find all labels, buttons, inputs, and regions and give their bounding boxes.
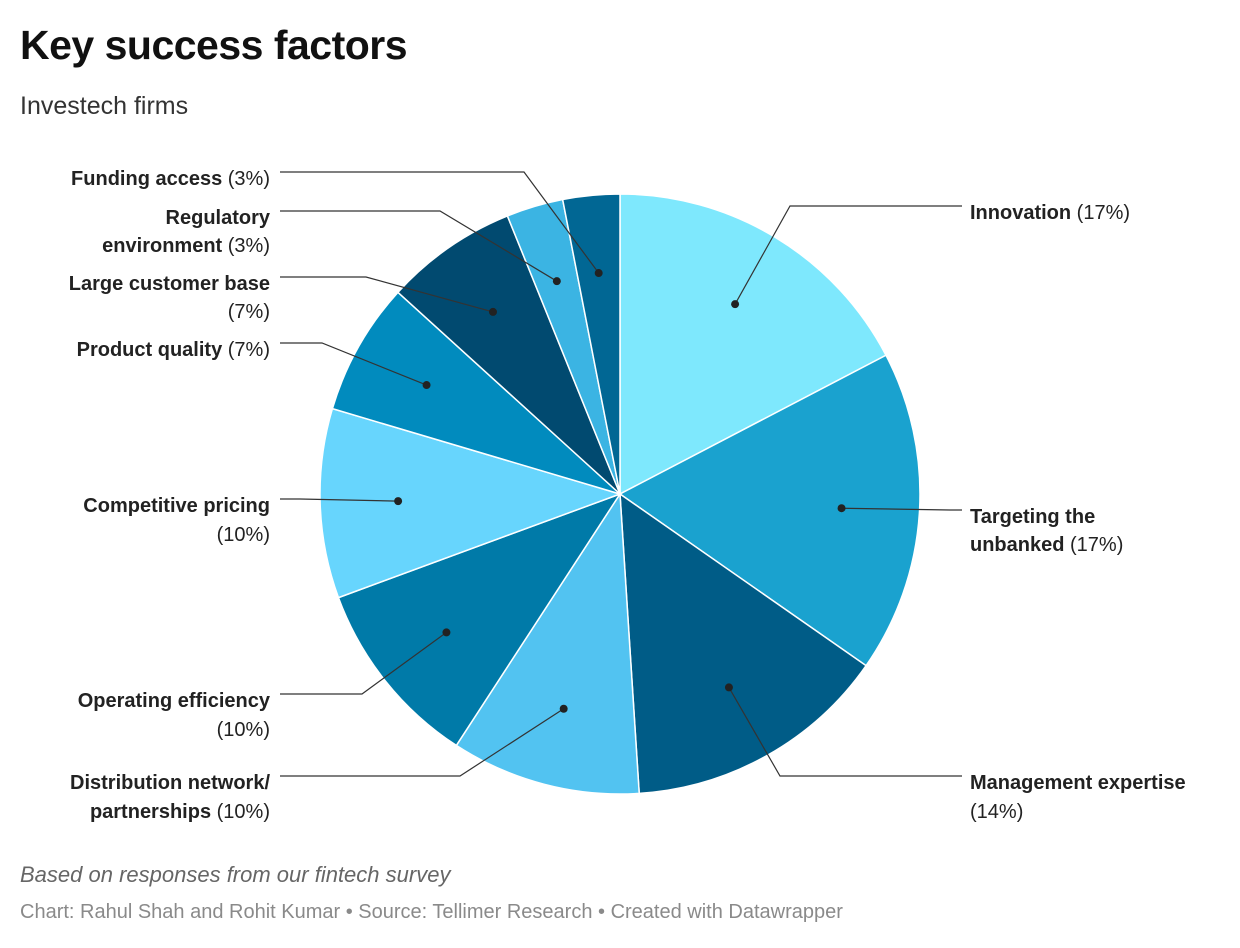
leader-line: [841, 507, 962, 511]
slice-label-value: (3%): [222, 235, 270, 257]
slice-label-value: (7%): [222, 339, 270, 361]
slice-label: Funding access (3%): [71, 168, 270, 190]
slice-label-value: (17%): [1064, 534, 1123, 556]
pie-slice[interactable]: [331, 291, 621, 495]
leader-dot: [422, 381, 431, 390]
slice-label-name: Distribution network/: [70, 772, 270, 794]
slice-label-name: Product quality: [77, 339, 223, 361]
pie-slice[interactable]: [619, 193, 887, 496]
leader-dot: [559, 704, 568, 713]
leader-dot: [837, 504, 846, 513]
pie-slice[interactable]: [337, 492, 622, 747]
pie-slice[interactable]: [396, 214, 621, 495]
slice-label: Regulatory: [166, 207, 271, 229]
slice-label-name: Funding access: [71, 168, 222, 190]
leader-dot: [552, 277, 561, 286]
slice-label: partnerships (10%): [90, 801, 270, 823]
pie-slice[interactable]: [455, 491, 641, 795]
slice-label: Competitive pricing: [83, 495, 270, 517]
slice-label: Innovation (17%): [970, 202, 1130, 224]
leader-lines: [280, 171, 962, 777]
chart-title: Key success factors: [20, 22, 408, 68]
slice-label-value: (17%): [1071, 202, 1130, 224]
chart-credits: Chart: Rahul Shah and Rohit Kumar • Sour…: [20, 901, 843, 923]
slice-label: unbanked (17%): [970, 534, 1123, 556]
slice-label: Targeting the: [970, 506, 1095, 528]
pie-slices: [319, 193, 921, 795]
slice-label-name: Management expertise: [970, 772, 1186, 794]
leader-line: [734, 205, 962, 305]
pie-slice[interactable]: [561, 193, 621, 495]
leader-line: [280, 498, 399, 502]
chart-notes: Based on responses from our fintech surv…: [20, 862, 451, 887]
slice-label: Product quality (7%): [77, 339, 270, 361]
slice-label-value: (14%): [970, 801, 1023, 823]
leader-line: [280, 276, 494, 313]
leader-line: [280, 171, 600, 274]
chart-subtitle: Investech firms: [20, 92, 189, 120]
leader-dot: [394, 497, 403, 506]
slice-label-name: Innovation: [970, 202, 1071, 224]
leader-dot: [724, 683, 733, 692]
slice-label: (10%): [217, 719, 270, 741]
slice-label-name: partnerships: [90, 801, 211, 823]
slice-label-value: (10%): [217, 524, 270, 546]
leader-line: [280, 210, 558, 282]
slice-label-name: Competitive pricing: [83, 495, 270, 517]
leader-dot: [488, 307, 497, 316]
slice-label-value: (7%): [228, 301, 270, 323]
leader-line: [280, 708, 565, 777]
slice-label: Distribution network/: [70, 772, 270, 794]
pie-slice[interactable]: [619, 492, 868, 795]
slice-label-name: Targeting the: [970, 506, 1095, 528]
slice-label: (7%): [228, 301, 270, 323]
leader-line: [280, 631, 447, 695]
leader-line: [728, 687, 962, 777]
pie-slice[interactable]: [618, 354, 921, 667]
slice-label-name: Operating efficiency: [78, 690, 271, 712]
leader-dot: [731, 300, 740, 309]
leader-dot: [594, 269, 603, 278]
slice-label-name: Regulatory: [166, 207, 271, 229]
slice-label: environment (3%): [102, 235, 270, 257]
leader-dot: [442, 628, 451, 637]
slice-label-value: (3%): [222, 168, 270, 190]
slice-labels: Innovation (17%) Targeting the unbanked (1…: [69, 168, 1186, 823]
slice-label: Large customer base: [69, 273, 270, 295]
slice-label: (14%): [970, 801, 1023, 823]
leader-line: [280, 342, 427, 386]
slice-label: Management expertise: [970, 772, 1186, 794]
slice-label-value: (10%): [211, 801, 270, 823]
slice-label-name: unbanked: [970, 534, 1064, 556]
pie-slice[interactable]: [319, 407, 623, 599]
slice-label-name: environment: [102, 235, 222, 257]
slice-label: Operating efficiency: [78, 690, 271, 712]
slice-label-name: Large customer base: [69, 273, 270, 295]
slice-label-value: (10%): [217, 719, 270, 741]
slice-label: (10%): [217, 524, 270, 546]
